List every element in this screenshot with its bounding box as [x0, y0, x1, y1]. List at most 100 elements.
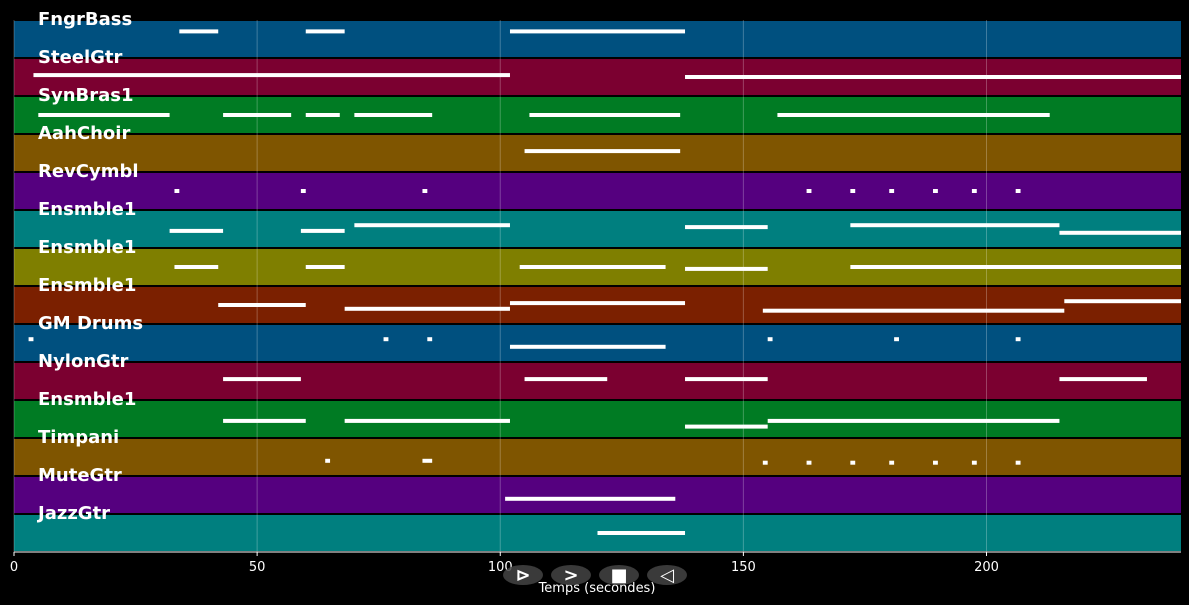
track-label: MuteGtr	[38, 465, 122, 486]
note-mark	[223, 113, 292, 117]
track-label: SteelGtr	[38, 47, 123, 68]
note-mark	[174, 189, 180, 193]
note-mark	[354, 223, 510, 228]
note-mark	[509, 29, 686, 34]
note-mark	[305, 29, 345, 34]
note-mark	[28, 337, 34, 342]
note-mark	[850, 223, 1060, 228]
note-mark	[1015, 189, 1021, 193]
play-button-bg[interactable]	[551, 565, 591, 585]
track-label: Ensmble1	[38, 389, 136, 410]
note-mark	[685, 424, 768, 429]
note-mark	[767, 418, 1060, 423]
tick-label: 50	[249, 560, 266, 575]
note-mark	[777, 113, 1050, 117]
track-label: Timpani	[38, 427, 119, 448]
track-label: Ensmble1	[38, 275, 136, 296]
track-lane	[14, 325, 1181, 361]
play-icon[interactable]: >	[563, 565, 578, 586]
note-mark	[971, 189, 977, 193]
note-mark	[806, 460, 812, 465]
note-mark	[889, 460, 895, 465]
note-mark	[850, 265, 1181, 269]
note-mark	[850, 189, 856, 193]
note-mark	[223, 418, 306, 423]
play-from-start-button-bg[interactable]	[503, 565, 543, 585]
note-mark	[933, 460, 938, 465]
note-mark	[300, 228, 345, 233]
track-lane	[14, 173, 1181, 209]
note-mark	[767, 337, 773, 342]
track-label: NylonGtr	[38, 351, 129, 372]
note-mark	[38, 113, 170, 117]
note-mark	[762, 308, 1065, 313]
track-label: Ensmble1	[38, 237, 136, 258]
track-labels: FngrBass SteelGtr SynBras1 AahChoir RevCymbl…	[36, 9, 143, 524]
track-label: JazzGtr	[36, 503, 110, 524]
note-mark	[427, 337, 433, 342]
note-mark	[1015, 460, 1021, 465]
track-label: GM Drums	[38, 313, 143, 334]
track-lanes	[14, 21, 1181, 551]
note-mark	[305, 265, 345, 269]
track-label: AahChoir	[38, 123, 130, 144]
note-mark	[889, 189, 895, 193]
note-mark	[174, 265, 219, 269]
track-label: Ensmble1	[38, 199, 136, 220]
x-axis-label: Temps (secondes)	[538, 581, 656, 596]
rewind-icon[interactable]: ◁	[660, 565, 674, 586]
note-mark	[1059, 377, 1147, 382]
play-button[interactable]: >	[551, 565, 591, 586]
rewind-button[interactable]: ◁	[647, 565, 687, 586]
note-mark	[223, 377, 301, 382]
note-marks	[28, 29, 1181, 535]
note-mark	[524, 377, 608, 382]
track-lane	[14, 439, 1181, 475]
note-mark	[685, 75, 1181, 79]
tick-label: 0	[10, 560, 18, 575]
note-mark	[519, 265, 666, 269]
play-from-start-button[interactable]: ⊳	[503, 565, 543, 586]
stop-button[interactable]: ■	[599, 565, 639, 586]
note-mark	[344, 306, 510, 311]
note-mark	[1064, 299, 1181, 304]
note-mark	[685, 377, 768, 382]
note-mark	[169, 228, 224, 233]
note-mark	[971, 460, 977, 465]
play-from-start-icon[interactable]: ⊳	[515, 565, 530, 586]
note-mark	[509, 301, 686, 306]
note-mark	[529, 113, 681, 117]
note-mark	[806, 189, 812, 193]
note-mark	[422, 458, 433, 463]
note-mark	[1015, 337, 1021, 342]
stop-icon[interactable]: ■	[610, 565, 627, 586]
tick-label: 200	[974, 560, 999, 575]
track-lane	[14, 477, 1181, 513]
note-mark	[422, 189, 428, 193]
note-mark	[218, 303, 306, 307]
track-label: FngrBass	[38, 9, 132, 30]
stop-button-bg[interactable]	[599, 565, 639, 585]
rewind-button-bg[interactable]	[647, 565, 687, 585]
note-mark	[933, 189, 938, 193]
track-label: SynBras1	[38, 85, 134, 106]
note-mark	[1059, 230, 1181, 235]
track-lane	[14, 21, 1181, 57]
playback-controls: ⊳ > ■ ◁	[503, 565, 687, 586]
note-mark	[344, 418, 510, 423]
tick-label: 150	[731, 560, 756, 575]
note-mark	[383, 337, 389, 342]
note-mark	[505, 496, 676, 501]
track-label: RevCymbl	[38, 161, 139, 182]
note-mark	[850, 460, 856, 465]
note-mark	[597, 531, 686, 535]
note-mark	[509, 344, 666, 349]
note-mark	[685, 225, 768, 230]
note-mark	[179, 29, 219, 34]
note-mark	[524, 149, 681, 154]
note-mark	[300, 189, 306, 193]
grid-lines	[13, 20, 987, 552]
note-mark	[354, 113, 433, 117]
note-mark	[325, 458, 331, 463]
